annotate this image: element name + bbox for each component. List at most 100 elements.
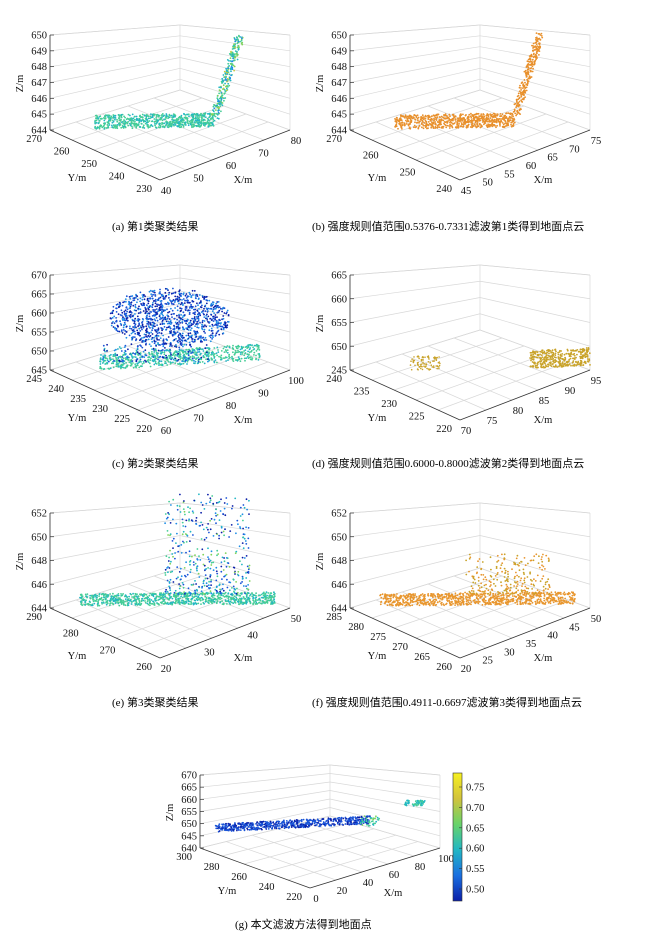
cloud-point — [176, 340, 179, 342]
cloud-point — [199, 301, 202, 304]
cloud-point — [187, 334, 190, 337]
cloud-point — [129, 305, 132, 308]
cloud-point — [492, 112, 495, 115]
cloud-point — [178, 315, 181, 317]
cloud-point — [216, 106, 219, 109]
cloud-point — [115, 348, 117, 351]
cloud-point — [156, 120, 159, 123]
cloud-point — [209, 304, 212, 307]
cloud-point — [148, 120, 151, 122]
cloud-point — [192, 115, 195, 118]
cloud-point — [438, 120, 441, 122]
cloud-point — [143, 127, 146, 129]
cloud-point — [405, 123, 408, 125]
z-tick-label: 660 — [31, 309, 47, 320]
cloud-point — [409, 118, 412, 120]
cloud-point — [171, 357, 174, 359]
cloud-point — [572, 357, 574, 360]
cloud-point — [203, 307, 205, 310]
cloud-point — [243, 354, 246, 357]
x-tick-label: 80 — [291, 136, 302, 147]
cloud-point — [143, 356, 146, 359]
z-tick-label: 648 — [31, 62, 47, 73]
cloud-point — [427, 361, 430, 363]
cloud-point — [171, 300, 174, 302]
cloud-point — [249, 343, 252, 346]
z-axis-label: Z/m — [15, 75, 26, 93]
cloud-point — [431, 115, 433, 117]
cloud-point — [142, 318, 145, 321]
cloud-point — [198, 346, 201, 349]
cloud-point — [160, 360, 163, 363]
cloud-point — [160, 317, 163, 320]
cloud-point — [197, 116, 199, 119]
cloud-point — [134, 356, 137, 358]
cloud-point — [153, 300, 156, 302]
cloud-point — [571, 361, 574, 364]
cloud-point — [157, 303, 159, 306]
cloud-point — [173, 121, 176, 124]
cloud-point — [403, 122, 406, 125]
cloud-point — [122, 326, 125, 329]
cloud-point — [561, 364, 563, 366]
cloud-point — [557, 351, 559, 354]
cloud-point — [536, 37, 538, 40]
cloud-point — [133, 336, 136, 338]
cloud-point — [166, 115, 168, 118]
cloud-point — [523, 94, 526, 96]
cloud-point — [205, 358, 208, 361]
cloud-point — [418, 366, 420, 368]
cloud-point — [139, 358, 142, 361]
cloud-point — [551, 356, 554, 359]
cloud-point — [199, 361, 202, 364]
cloud-point — [230, 70, 232, 73]
cloud-point — [231, 52, 234, 54]
cloud-point — [490, 124, 493, 127]
cloud-point — [516, 110, 518, 113]
x-tick-label: 100 — [288, 376, 304, 387]
cloud-point — [465, 114, 467, 116]
x-tick-label: 90 — [565, 386, 576, 397]
cloud-point — [494, 114, 497, 117]
cloud-point — [213, 347, 216, 349]
cloud-point — [127, 348, 129, 351]
cloud-point — [199, 321, 201, 324]
cloud-point — [149, 317, 152, 320]
cloud-point — [155, 363, 158, 365]
cloud-point — [202, 325, 205, 328]
cloud-point — [186, 338, 189, 340]
cloud-point — [131, 127, 134, 130]
cloud-point — [233, 38, 236, 40]
cloud-point — [186, 117, 189, 120]
cloud-point — [136, 358, 139, 361]
cloud-point — [183, 343, 186, 346]
cloud-point — [566, 349, 569, 352]
cloud-point — [170, 358, 173, 361]
grid-line — [179, 78, 291, 115]
cloud-point — [123, 353, 125, 356]
cloud-point — [211, 338, 214, 340]
cloud-point — [529, 58, 532, 61]
cloud-point — [116, 120, 119, 123]
cloud-point — [432, 360, 434, 362]
cloud-point — [225, 312, 228, 315]
cloud-point — [101, 358, 104, 361]
cloud-point — [168, 325, 171, 328]
cloud-point — [520, 87, 522, 89]
cloud-point — [147, 318, 150, 321]
cloud-point — [408, 115, 411, 117]
cloud-point — [149, 365, 152, 368]
cloud-point — [119, 322, 122, 325]
x-axis — [159, 129, 291, 181]
cloud-point — [95, 119, 98, 122]
cloud-point — [529, 67, 532, 70]
grid-line — [93, 105, 225, 151]
cloud-point — [180, 314, 183, 316]
cloud-point — [513, 121, 516, 124]
cloud-point — [120, 599, 123, 602]
cloud-point — [588, 352, 591, 355]
cloud-point — [139, 297, 142, 300]
cloud-point — [535, 43, 538, 46]
cloud-point — [212, 303, 215, 306]
cloud-point — [216, 361, 218, 364]
